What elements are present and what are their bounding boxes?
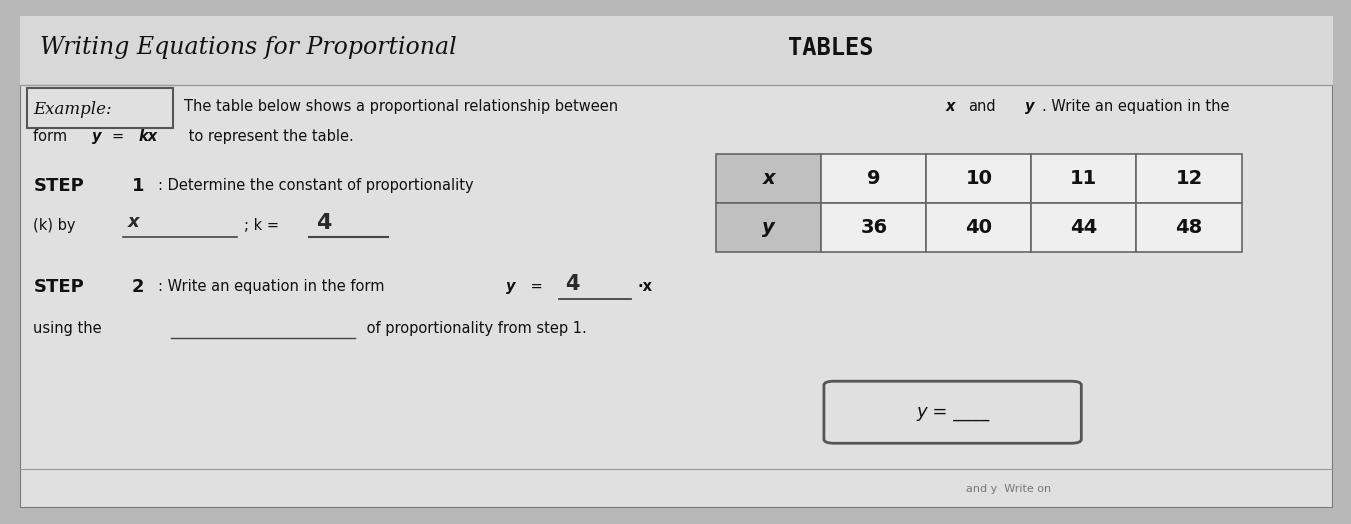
Text: 44: 44 [1070,218,1097,237]
Text: =: = [526,279,547,294]
Bar [1031,203,1136,252]
Text: : Write an equation in the form: : Write an equation in the form [158,279,389,294]
Text: y: y [762,218,775,237]
Bar [1136,203,1242,252]
Bar [821,203,927,252]
Text: ; k =: ; k = [243,217,278,233]
Text: 40: 40 [966,218,993,237]
Bar [20,16,1333,85]
FancyBboxPatch shape [27,88,173,128]
Bar [716,154,821,203]
Text: y: y [92,129,101,144]
Text: x: x [762,169,775,188]
Text: STEP: STEP [34,278,84,296]
Text: and y  Write on: and y Write on [966,484,1051,494]
Text: y = ____: y = ____ [916,403,989,421]
Text: 11: 11 [1070,169,1097,188]
Text: 10: 10 [966,169,993,188]
Text: x: x [128,213,139,231]
Text: to represent the table.: to represent the table. [184,129,354,144]
Bar [927,203,1031,252]
Bar [1031,154,1136,203]
Text: TABLES: TABLES [789,36,874,60]
Bar [821,154,927,203]
Text: 4: 4 [316,213,331,233]
Text: form: form [34,129,72,144]
Text: : Determine the constant of proportionality: : Determine the constant of proportional… [158,178,474,193]
Text: 1: 1 [132,177,145,194]
Text: Example:: Example: [34,101,112,118]
Text: . Write an equation in the: . Write an equation in the [1042,100,1229,114]
Text: 2: 2 [132,278,145,296]
Text: y: y [507,279,516,294]
Text: The table below shows a proportional relationship between: The table below shows a proportional rel… [184,100,623,114]
Text: using the: using the [34,321,107,336]
Bar [716,203,821,252]
Text: 36: 36 [861,218,888,237]
Text: kx: kx [138,129,158,144]
Text: 48: 48 [1175,218,1202,237]
Text: STEP: STEP [34,177,84,194]
Text: Writing Equations for Proportional: Writing Equations for Proportional [41,36,465,59]
Bar [1136,154,1242,203]
FancyBboxPatch shape [824,381,1081,443]
Text: of proportionality from step 1.: of proportionality from step 1. [362,321,586,336]
Text: y: y [1025,100,1035,114]
Text: 9: 9 [867,169,881,188]
Text: and: and [969,100,996,114]
Bar [927,154,1031,203]
Text: (k) by: (k) by [34,217,81,233]
Text: 12: 12 [1175,169,1202,188]
Text: ·x: ·x [638,279,653,294]
Text: 4: 4 [565,274,580,294]
Text: x: x [946,100,955,114]
Text: =: = [112,129,128,144]
